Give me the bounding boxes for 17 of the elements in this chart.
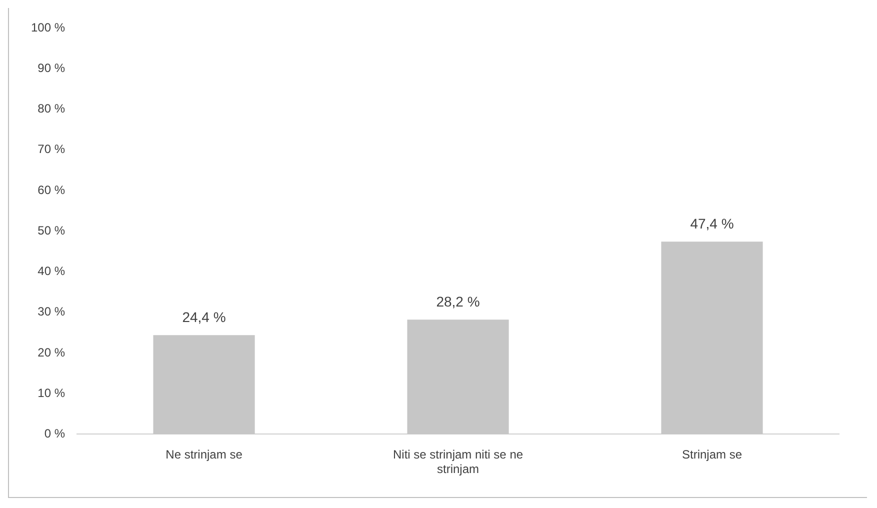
data-label: 28,2 % xyxy=(436,294,480,310)
x-tick-label: Ne strinjam se xyxy=(166,448,243,462)
y-tick-label: 40 % xyxy=(38,264,66,278)
y-tick-label: 30 % xyxy=(38,304,66,319)
y-tick-label: 10 % xyxy=(38,386,66,400)
y-tick-label: 90 % xyxy=(38,60,66,75)
y-tick-label: 100 % xyxy=(30,20,66,34)
data-label: 47,4 % xyxy=(690,216,734,232)
y-tick-label: 50 % xyxy=(38,223,66,238)
y-tick-label: 0 % xyxy=(44,426,66,441)
y-tick-label: 70 % xyxy=(38,142,66,156)
data-label: 24,4 % xyxy=(182,308,226,325)
y-tick-label: 60 % xyxy=(38,182,66,197)
x-tick-label: Strinjam se xyxy=(682,448,742,462)
y-tick-label: 20 % xyxy=(38,345,66,360)
y-tick-label: 80 % xyxy=(38,102,66,116)
x-tick-label: Niti se strinjam niti se ne strinjam xyxy=(392,448,524,476)
